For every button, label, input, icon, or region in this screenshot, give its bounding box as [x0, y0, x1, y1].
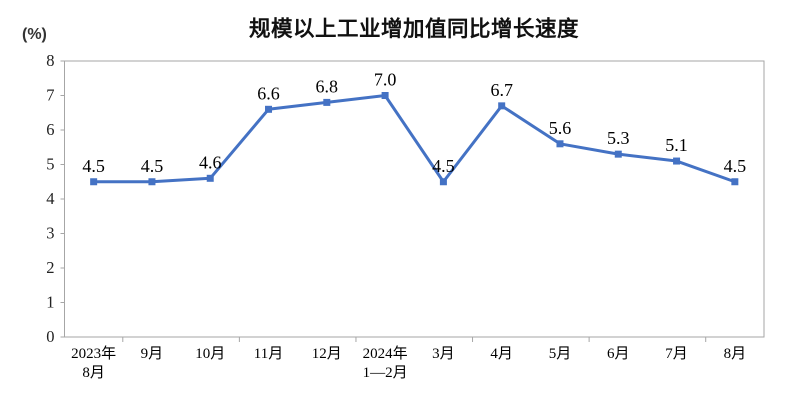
svg-text:4.5: 4.5 [432, 156, 455, 176]
svg-text:7月: 7月 [665, 346, 688, 362]
svg-text:10月: 10月 [195, 346, 225, 362]
svg-text:6.6: 6.6 [257, 83, 280, 103]
svg-text:0: 0 [46, 327, 54, 346]
svg-text:3月: 3月 [432, 346, 455, 362]
svg-text:6.8: 6.8 [316, 76, 339, 96]
svg-text:8: 8 [46, 51, 54, 70]
svg-text:11月: 11月 [254, 346, 283, 362]
svg-text:5.3: 5.3 [607, 128, 630, 148]
svg-text:5月: 5月 [549, 346, 572, 362]
svg-text:4.5: 4.5 [724, 156, 747, 176]
svg-text:4.6: 4.6 [199, 152, 222, 172]
svg-text:3: 3 [46, 224, 54, 243]
svg-text:1: 1 [46, 293, 54, 312]
svg-text:2024年: 2024年 [363, 345, 408, 362]
svg-text:5: 5 [46, 155, 54, 174]
svg-text:4.5: 4.5 [141, 156, 164, 176]
svg-text:8月: 8月 [82, 365, 105, 381]
svg-text:8月: 8月 [724, 346, 747, 362]
svg-text:5.6: 5.6 [549, 118, 572, 138]
svg-text:2: 2 [46, 258, 54, 277]
svg-text:6: 6 [46, 120, 54, 139]
svg-text:4.5: 4.5 [82, 156, 105, 176]
svg-text:2023年: 2023年 [71, 345, 116, 362]
svg-text:7.0: 7.0 [374, 70, 397, 90]
svg-text:1—2月: 1—2月 [363, 365, 408, 381]
svg-text:6月: 6月 [607, 346, 630, 362]
svg-text:7: 7 [46, 86, 54, 105]
svg-text:9月: 9月 [141, 346, 164, 362]
svg-text:4: 4 [46, 189, 54, 208]
svg-text:5.1: 5.1 [665, 135, 688, 155]
svg-text:6.7: 6.7 [490, 80, 513, 100]
svg-text:12月: 12月 [312, 346, 342, 362]
svg-text:4月: 4月 [490, 346, 513, 362]
